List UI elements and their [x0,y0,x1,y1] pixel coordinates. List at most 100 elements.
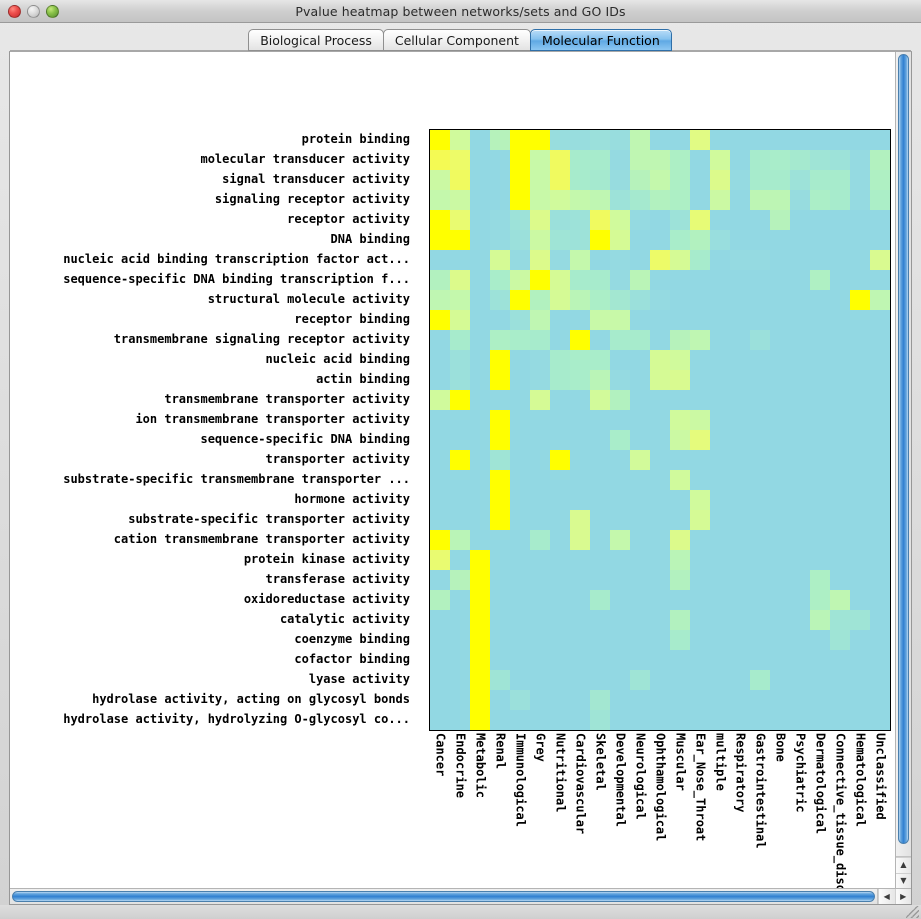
heatmap-cell[interactable] [490,450,510,470]
heatmap-cell[interactable] [530,710,550,730]
heatmap-cell[interactable] [770,290,790,310]
heatmap-cell[interactable] [450,570,470,590]
heatmap-cell[interactable] [790,570,810,590]
heatmap-cell[interactable] [590,370,610,390]
heatmap-cell[interactable] [710,130,730,150]
heatmap-cell[interactable] [630,590,650,610]
heatmap-cell[interactable] [830,210,850,230]
heatmap-cell[interactable] [550,230,570,250]
heatmap-cell[interactable] [690,130,710,150]
heatmap-cell[interactable] [470,310,490,330]
heatmap-cell[interactable] [490,390,510,410]
heatmap-cell[interactable] [790,630,810,650]
heatmap-cell[interactable] [430,330,450,350]
heatmap-cell[interactable] [510,170,530,190]
heatmap-cell[interactable] [470,410,490,430]
heatmap-cell[interactable] [730,650,750,670]
heatmap-cell[interactable] [630,670,650,690]
heatmap-cell[interactable] [710,510,730,530]
heatmap-cell[interactable] [490,590,510,610]
heatmap-cell[interactable] [530,650,550,670]
heatmap-cell[interactable] [490,330,510,350]
heatmap-cell[interactable] [670,250,690,270]
heatmap-cell[interactable] [730,690,750,710]
heatmap-cell[interactable] [450,470,470,490]
heatmap-cell[interactable] [830,610,850,630]
heatmap-cell[interactable] [630,270,650,290]
heatmap-cell[interactable] [790,710,810,730]
heatmap-cell[interactable] [570,310,590,330]
heatmap-cell[interactable] [710,270,730,290]
heatmap-cell[interactable] [650,430,670,450]
heatmap-cell[interactable] [650,290,670,310]
heatmap-cell[interactable] [650,390,670,410]
heatmap-cell[interactable] [570,590,590,610]
heatmap-cell[interactable] [710,310,730,330]
heatmap-cell[interactable] [810,590,830,610]
heatmap-cell[interactable] [770,710,790,730]
heatmap-cell[interactable] [670,450,690,470]
heatmap-cell[interactable] [590,690,610,710]
heatmap-cell[interactable] [570,270,590,290]
heatmap-cell[interactable] [510,550,530,570]
heatmap-cell[interactable] [730,190,750,210]
heatmap-cell[interactable] [870,350,890,370]
heatmap-cell[interactable] [710,610,730,630]
heatmap-cell[interactable] [730,450,750,470]
heatmap-cell[interactable] [770,310,790,330]
heatmap-cell[interactable] [850,690,870,710]
heatmap-cell[interactable] [770,370,790,390]
heatmap-cell[interactable] [690,590,710,610]
heatmap-cell[interactable] [810,490,830,510]
heatmap-cell[interactable] [730,550,750,570]
heatmap-cell[interactable] [810,570,830,590]
zoom-button-icon[interactable] [46,5,59,18]
heatmap-cell[interactable] [810,690,830,710]
heatmap-cell[interactable] [470,270,490,290]
heatmap-cell[interactable] [510,670,530,690]
scroll-right-arrow-icon[interactable]: ▶ [894,889,911,904]
heatmap-cell[interactable] [690,630,710,650]
heatmap-cell[interactable] [610,510,630,530]
heatmap-cell[interactable] [470,610,490,630]
heatmap-cell[interactable] [610,150,630,170]
heatmap-cell[interactable] [710,290,730,310]
heatmap-cell[interactable] [490,650,510,670]
heatmap-cell[interactable] [490,470,510,490]
heatmap-canvas[interactable]: protein binding molecular transducer acti… [10,52,895,888]
heatmap-cell[interactable] [510,570,530,590]
heatmap-cell[interactable] [610,170,630,190]
heatmap-cell[interactable] [670,350,690,370]
heatmap-cell[interactable] [710,450,730,470]
heatmap-cell[interactable] [530,670,550,690]
heatmap-cell[interactable] [710,330,730,350]
heatmap-cell[interactable] [710,230,730,250]
heatmap-cell[interactable] [470,570,490,590]
heatmap-cell[interactable] [610,490,630,510]
heatmap-cell[interactable] [670,290,690,310]
heatmap-cell[interactable] [870,310,890,330]
heatmap-cell[interactable] [850,530,870,550]
heatmap-cell[interactable] [710,350,730,370]
heatmap-cell[interactable] [790,390,810,410]
heatmap-cell[interactable] [470,250,490,270]
heatmap-cell[interactable] [750,130,770,150]
heatmap-cell[interactable] [530,510,550,530]
scroll-down-arrow-icon[interactable]: ▼ [896,872,911,888]
heatmap-cell[interactable] [430,270,450,290]
heatmap-cell[interactable] [730,430,750,450]
heatmap-cell[interactable] [870,710,890,730]
heatmap-cell[interactable] [690,410,710,430]
heatmap-cell[interactable] [790,610,810,630]
heatmap-cell[interactable] [810,170,830,190]
heatmap-cell[interactable] [670,210,690,230]
heatmap-cell[interactable] [830,590,850,610]
heatmap-cell[interactable] [770,530,790,550]
heatmap-cell[interactable] [470,330,490,350]
heatmap-cell[interactable] [810,710,830,730]
heatmap-cell[interactable] [430,410,450,430]
heatmap-cell[interactable] [550,590,570,610]
heatmap-cell[interactable] [430,290,450,310]
heatmap-cell[interactable] [650,510,670,530]
heatmap-cell[interactable] [550,190,570,210]
